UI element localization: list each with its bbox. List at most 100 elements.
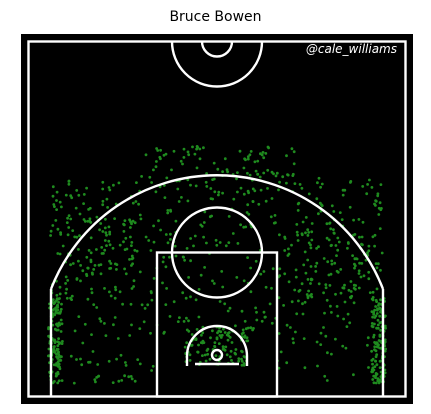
shot-point bbox=[205, 241, 208, 245]
shot-point bbox=[111, 246, 115, 250]
shot-point bbox=[314, 265, 317, 268]
shot-point bbox=[236, 190, 239, 194]
center-circle-inner bbox=[200, 41, 234, 58]
shot-point bbox=[380, 251, 384, 255]
shot-point bbox=[99, 272, 103, 276]
shot-point bbox=[366, 183, 369, 186]
shot-point bbox=[224, 244, 228, 248]
shot-point bbox=[52, 349, 56, 353]
shot-point bbox=[51, 224, 55, 227]
shot-point bbox=[202, 221, 206, 224]
shot-point bbox=[88, 206, 92, 210]
shot-point bbox=[127, 375, 131, 379]
shot-point bbox=[162, 255, 166, 259]
shot-point bbox=[178, 316, 181, 319]
shot-point bbox=[47, 326, 50, 329]
shot-point bbox=[295, 230, 299, 234]
shot-point bbox=[326, 260, 330, 264]
shot-point bbox=[290, 243, 293, 247]
shot-point bbox=[234, 324, 237, 328]
shot-point bbox=[181, 162, 184, 166]
shot-point bbox=[90, 287, 93, 291]
shot-point bbox=[107, 225, 111, 229]
shot-point bbox=[202, 235, 206, 239]
shot-point bbox=[309, 277, 313, 281]
shot-point bbox=[105, 244, 108, 248]
shot-point bbox=[218, 300, 222, 303]
shot-point bbox=[383, 371, 387, 375]
shot-point bbox=[347, 242, 350, 245]
shot-point bbox=[108, 243, 112, 247]
shot-point bbox=[332, 228, 335, 232]
shot-point bbox=[120, 379, 124, 382]
shot-point bbox=[123, 219, 127, 223]
shot-point bbox=[149, 290, 153, 293]
shot-point bbox=[304, 271, 308, 275]
shot-point bbox=[124, 272, 128, 276]
shot-point bbox=[310, 293, 313, 296]
shot-point bbox=[144, 153, 148, 157]
shot-point bbox=[55, 190, 59, 194]
shot-point bbox=[301, 312, 305, 316]
shot-point bbox=[66, 216, 69, 220]
shot-point bbox=[209, 336, 212, 340]
shot-point bbox=[251, 187, 255, 191]
shot-point bbox=[106, 206, 109, 209]
shot-point bbox=[138, 362, 142, 366]
shot-point bbox=[287, 247, 290, 251]
shot-point bbox=[152, 277, 156, 280]
shot-point bbox=[75, 278, 79, 281]
shot-point bbox=[163, 196, 167, 200]
shot-point bbox=[309, 243, 312, 247]
shot-point bbox=[133, 221, 137, 225]
shot-point bbox=[99, 263, 103, 266]
shot-point bbox=[379, 340, 382, 343]
shot-point bbox=[67, 182, 71, 186]
shot-point bbox=[213, 190, 217, 194]
shot-point bbox=[303, 366, 307, 370]
shot-point bbox=[116, 337, 120, 340]
shot-point bbox=[379, 328, 382, 332]
shot-point bbox=[114, 262, 117, 266]
shot-point bbox=[253, 160, 257, 164]
shot-point bbox=[254, 259, 258, 263]
shot-point bbox=[245, 211, 249, 214]
shot-point bbox=[360, 262, 364, 265]
shot-point bbox=[101, 187, 105, 191]
shot-point bbox=[202, 341, 206, 344]
shot-point bbox=[376, 323, 380, 327]
shot-point bbox=[298, 183, 302, 186]
shot-point bbox=[375, 266, 379, 270]
shot-point bbox=[341, 344, 345, 348]
shot-point bbox=[366, 343, 369, 347]
shot-point bbox=[277, 332, 281, 335]
shot-point bbox=[54, 311, 57, 315]
shot-point bbox=[255, 310, 258, 314]
shot-point bbox=[309, 265, 313, 268]
shot-point bbox=[256, 159, 260, 163]
shot-point bbox=[344, 346, 348, 350]
shot-point bbox=[376, 307, 379, 311]
shot-point bbox=[273, 214, 277, 217]
shot-point bbox=[287, 252, 291, 256]
shot-point bbox=[332, 231, 336, 235]
shot-point bbox=[56, 340, 60, 344]
paint-lane bbox=[155, 251, 279, 398]
shot-point bbox=[291, 174, 295, 178]
shot-point bbox=[218, 241, 222, 244]
plot-background bbox=[21, 34, 413, 404]
shot-point bbox=[212, 161, 216, 165]
shot-point bbox=[349, 290, 353, 293]
shot-point bbox=[339, 268, 343, 271]
shot-point bbox=[104, 217, 107, 221]
shot-point bbox=[58, 311, 62, 315]
shot-point bbox=[246, 171, 249, 175]
shot-point bbox=[227, 334, 231, 338]
shot-point bbox=[143, 307, 147, 310]
shot-point bbox=[87, 249, 91, 252]
shot-point bbox=[373, 202, 376, 206]
shot-point bbox=[131, 219, 135, 223]
shot-point bbox=[378, 314, 382, 318]
shot-point bbox=[58, 252, 62, 256]
shot-point bbox=[217, 193, 220, 197]
